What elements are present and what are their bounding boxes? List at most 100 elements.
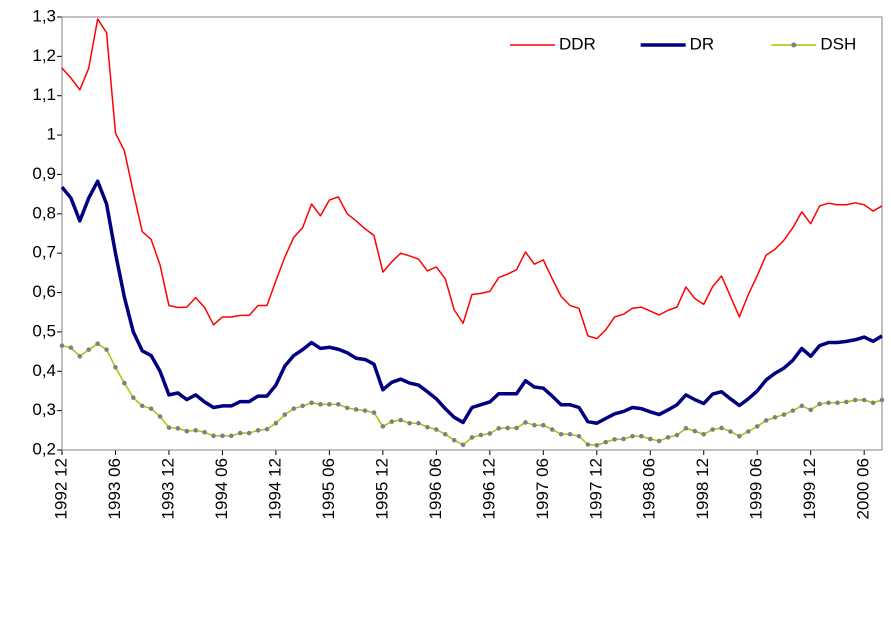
series-marker [719, 425, 724, 431]
y-tick-label: 0,9 [32, 164, 56, 183]
series-marker [781, 412, 787, 417]
series-marker [754, 424, 760, 429]
series-marker [647, 436, 653, 442]
y-tick-label: 0,4 [32, 361, 56, 380]
series-marker [309, 400, 314, 406]
legend-marker [791, 42, 797, 48]
series-marker [193, 428, 198, 433]
series-marker [496, 426, 502, 431]
series-line [61, 18, 883, 340]
series-marker [558, 431, 564, 437]
series-marker [701, 431, 707, 437]
legend-label: DR [690, 34, 715, 53]
series-marker [541, 422, 546, 428]
series-marker [567, 431, 573, 437]
series-marker [469, 435, 475, 440]
series-marker [237, 430, 243, 436]
series-marker [585, 442, 591, 447]
x-tick-label: 1992 12 [51, 458, 70, 519]
series-marker [139, 403, 145, 409]
series-marker [790, 408, 796, 413]
series-marker [77, 354, 83, 359]
series-marker [799, 403, 805, 409]
series-marker [532, 422, 537, 428]
x-tick-label: 1995 06 [319, 458, 338, 519]
series-marker [612, 437, 617, 442]
legend-label: DDR [559, 34, 596, 53]
series-marker [861, 397, 867, 403]
y-tick-label: 1,2 [32, 46, 56, 65]
series-marker [104, 347, 109, 352]
series-marker [211, 433, 216, 439]
series-marker [362, 408, 368, 413]
series-marker [86, 347, 92, 352]
x-tick-label: 1997 12 [586, 458, 605, 519]
series-marker [113, 365, 118, 370]
y-tick-label: 0,7 [32, 243, 56, 262]
y-tick-label: 1 [47, 125, 56, 144]
series-marker [425, 424, 430, 430]
series-marker [220, 433, 225, 439]
series-line [60, 179, 883, 425]
series-marker [318, 402, 323, 407]
y-tick-label: 0,3 [32, 400, 56, 419]
series-marker [692, 428, 698, 434]
series-marker [184, 428, 190, 434]
x-tick-label: 1993 06 [105, 458, 124, 519]
series-marker [728, 429, 733, 434]
series-marker [514, 425, 519, 431]
series-marker [630, 433, 635, 439]
series-marker [656, 438, 662, 444]
series-marker [202, 429, 207, 435]
series-marker [327, 402, 332, 407]
series-marker [389, 419, 395, 424]
series-marker [68, 345, 74, 350]
y-tick-label: 1,1 [32, 85, 56, 104]
series-marker [621, 436, 626, 442]
series-marker [576, 433, 582, 439]
series-marker [95, 341, 100, 347]
series-marker [166, 425, 172, 430]
series-marker [826, 400, 831, 406]
series-marker [282, 412, 288, 417]
series-marker [344, 405, 350, 411]
series-marker [416, 420, 421, 426]
x-tick-label: 2000 06 [854, 458, 873, 519]
x-tick-label: 1998 12 [693, 458, 712, 519]
series-marker [380, 424, 386, 429]
series-marker [710, 427, 715, 432]
series-marker [674, 432, 680, 438]
series-marker [229, 433, 234, 439]
series-marker [246, 430, 252, 436]
y-tick-label: 0,2 [32, 439, 56, 458]
series-marker [291, 406, 297, 411]
series-marker [336, 402, 341, 407]
series-marker [817, 401, 822, 407]
series-marker [505, 425, 510, 431]
series-marker [371, 410, 377, 415]
series-marker [772, 415, 778, 420]
x-tick-label: 1999 06 [747, 458, 766, 519]
series-marker [870, 400, 876, 406]
series-marker [737, 433, 742, 439]
x-tick-label: 1995 12 [372, 458, 391, 519]
series-marker [175, 426, 181, 431]
y-tick-label: 0,6 [32, 282, 56, 301]
x-tick-label: 1994 06 [212, 458, 231, 519]
series-marker [844, 399, 849, 405]
series-marker [157, 414, 163, 419]
series-marker [594, 442, 600, 448]
x-tick-label: 1993 12 [158, 458, 177, 519]
series-marker [434, 427, 439, 432]
series-marker [763, 418, 769, 423]
series-marker [131, 395, 136, 400]
series-marker [407, 420, 412, 426]
series-marker [273, 420, 279, 426]
x-tick-label: 1996 06 [426, 458, 445, 519]
x-tick-label: 1994 12 [265, 458, 284, 519]
x-tick-label: 1996 12 [479, 458, 498, 519]
series-marker [398, 417, 403, 423]
series-marker [808, 407, 813, 413]
